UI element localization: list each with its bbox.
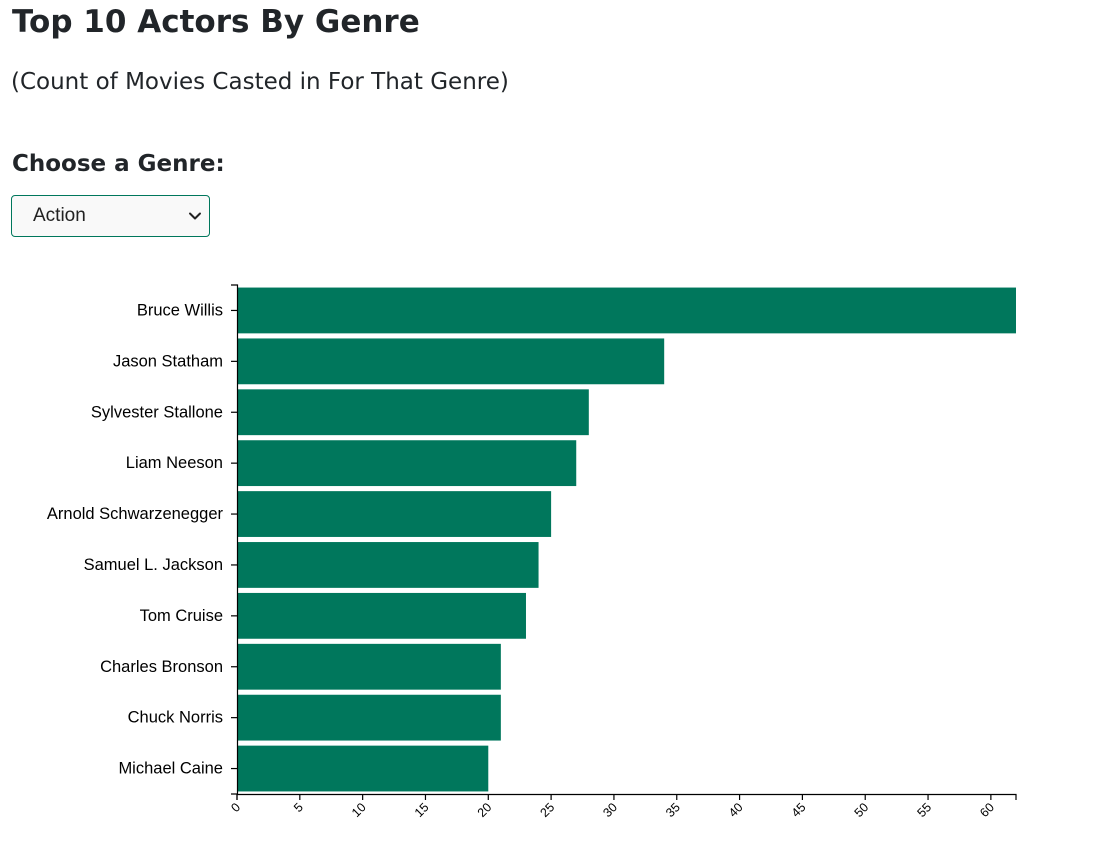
x-tick-label: 40 xyxy=(726,800,746,820)
bar xyxy=(237,440,577,487)
y-tick-label: Tom Cruise xyxy=(140,607,223,625)
y-tick-label: Chuck Norris xyxy=(128,709,223,727)
bar xyxy=(237,338,665,385)
bar-chart: Bruce Willis Jason Statham Sylvester Stall… xyxy=(47,284,1017,820)
y-tick-label: Sylvester Stallone xyxy=(91,403,223,421)
genre-select-label: Choose a Genre: xyxy=(12,151,225,177)
x-tick-label: 25 xyxy=(538,800,558,820)
y-tick-label: Michael Caine xyxy=(118,760,223,778)
bar xyxy=(237,491,552,537)
bar xyxy=(237,389,589,436)
bar xyxy=(237,643,501,690)
bar xyxy=(237,745,489,792)
y-tick-label: Arnold Schwarzenegger xyxy=(47,505,224,523)
y-tick-label: Bruce Willis xyxy=(137,301,223,319)
y-tick-label: Samuel L. Jackson xyxy=(84,556,223,574)
x-tick-label: 15 xyxy=(412,800,432,820)
y-tick-label: Charles Bronson xyxy=(100,658,223,676)
genre-select[interactable]: Action xyxy=(11,195,210,237)
y-axis: Bruce Willis Jason Statham Sylvester Stall… xyxy=(47,284,239,795)
x-axis: 0 5 10 15 20 25 30 35 40 45 50 55 60 xyxy=(228,793,1017,820)
x-tick-label: 30 xyxy=(600,800,620,820)
y-tick-label: Liam Neeson xyxy=(126,454,223,472)
x-tick-label: 45 xyxy=(789,800,809,820)
bar xyxy=(237,287,1016,334)
y-axis-line xyxy=(231,284,239,795)
y-tick-label: Jason Statham xyxy=(113,352,223,370)
x-tick-label: 10 xyxy=(349,800,369,820)
genre-select-value: Action xyxy=(33,205,86,226)
x-tick-label: 5 xyxy=(291,800,306,815)
x-tick-label: 35 xyxy=(663,800,683,820)
x-tick-label: 55 xyxy=(914,800,934,820)
x-tick-label: 60 xyxy=(977,800,997,820)
bar xyxy=(237,694,501,741)
page-title: Top 10 Actors By Genre xyxy=(12,4,420,40)
page-subtitle: (Count of Movies Casted in For That Genr… xyxy=(11,69,509,95)
x-axis-line xyxy=(236,793,1017,800)
bar xyxy=(237,592,526,639)
x-tick-label: 50 xyxy=(852,800,872,820)
bars xyxy=(237,287,1016,792)
x-tick-label: 0 xyxy=(228,800,243,815)
chevron-down-icon xyxy=(189,212,201,220)
bar xyxy=(237,542,539,588)
x-tick-label: 20 xyxy=(475,800,495,820)
